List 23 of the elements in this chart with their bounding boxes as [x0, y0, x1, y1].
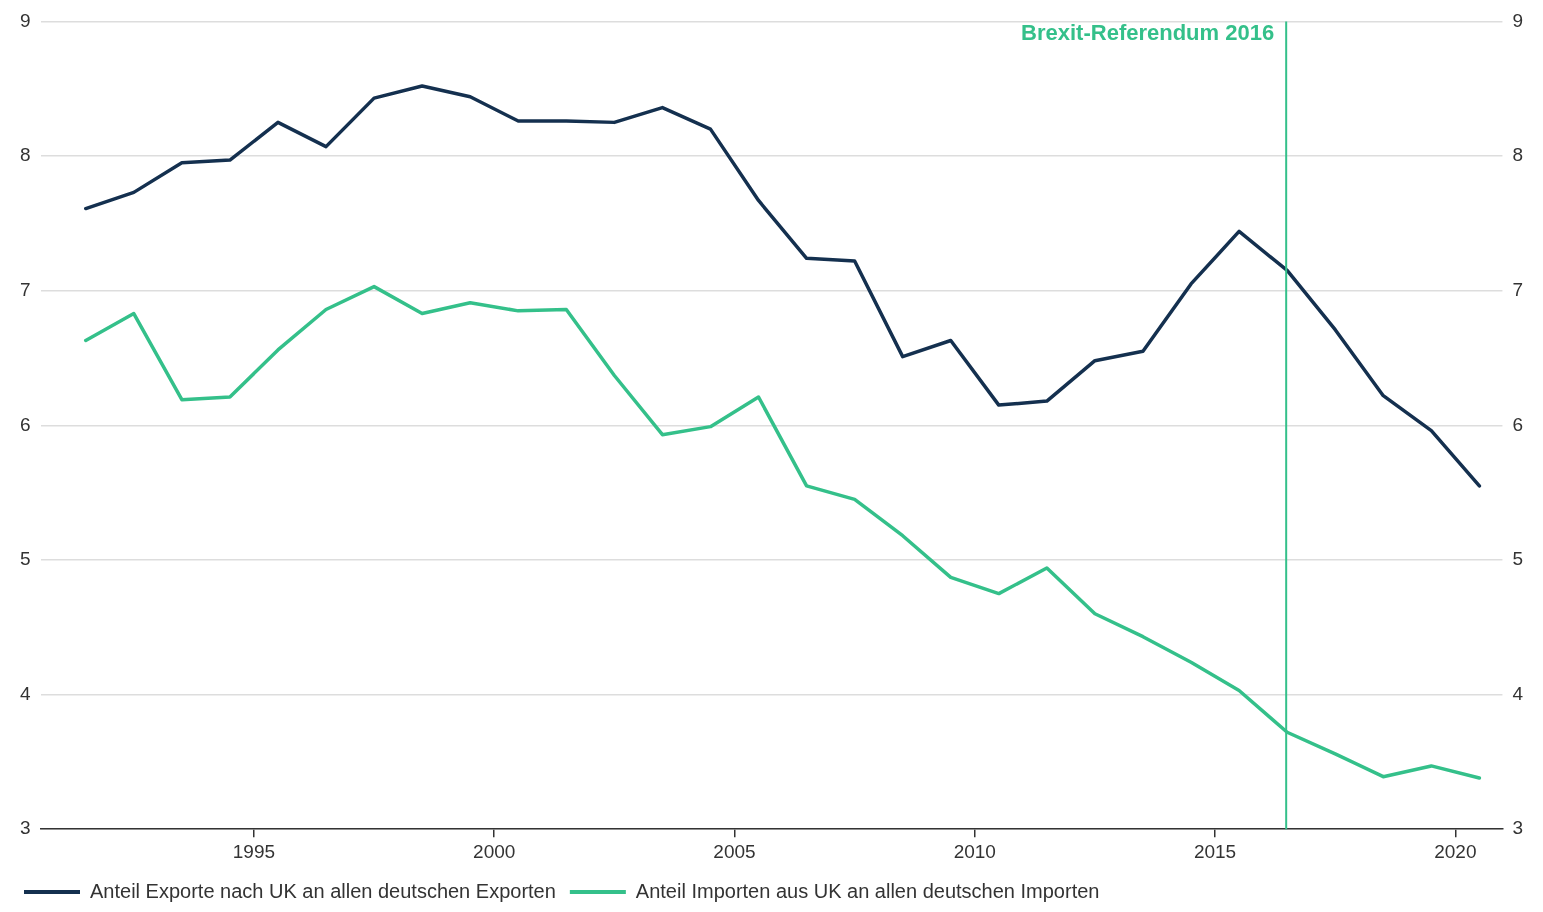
x-tick-label: 2015 [1193, 840, 1237, 862]
legend-label: Anteil Importen aus UK an allen deutschen Importen [635, 879, 1100, 902]
ref-line-label: Brexit-Referendum 2016 [1021, 20, 1275, 46]
y-tick-label: 7 [19, 278, 31, 300]
x-tick-label: 2020 [1434, 840, 1477, 862]
x-tick-label: 1995 [232, 840, 276, 862]
y2-tick-label: 9 [1512, 9, 1524, 31]
y-tick-label: 4 [19, 682, 31, 704]
y2-tick-label: 8 [1512, 144, 1524, 166]
y-tick-label: 5 [19, 548, 31, 570]
x-tick-label: 2010 [953, 840, 996, 862]
x-tick-label: 2000 [473, 840, 516, 862]
legend-label: Anteil Exporte nach UK an allen deutschen Exporten [90, 879, 556, 902]
y2-tick-label: 5 [1512, 548, 1524, 570]
x-tick-label: 2005 [713, 840, 756, 862]
y-tick-label: 6 [19, 413, 31, 435]
y-tick-label: 3 [19, 817, 31, 839]
y2-tick-label: 7 [1512, 278, 1524, 300]
y-tick-label: 9 [19, 9, 31, 31]
y2-tick-label: 3 [1512, 817, 1524, 839]
y-tick-label: 8 [19, 144, 31, 166]
y2-tick-label: 4 [1512, 682, 1524, 704]
y2-tick-label: 6 [1512, 413, 1524, 435]
